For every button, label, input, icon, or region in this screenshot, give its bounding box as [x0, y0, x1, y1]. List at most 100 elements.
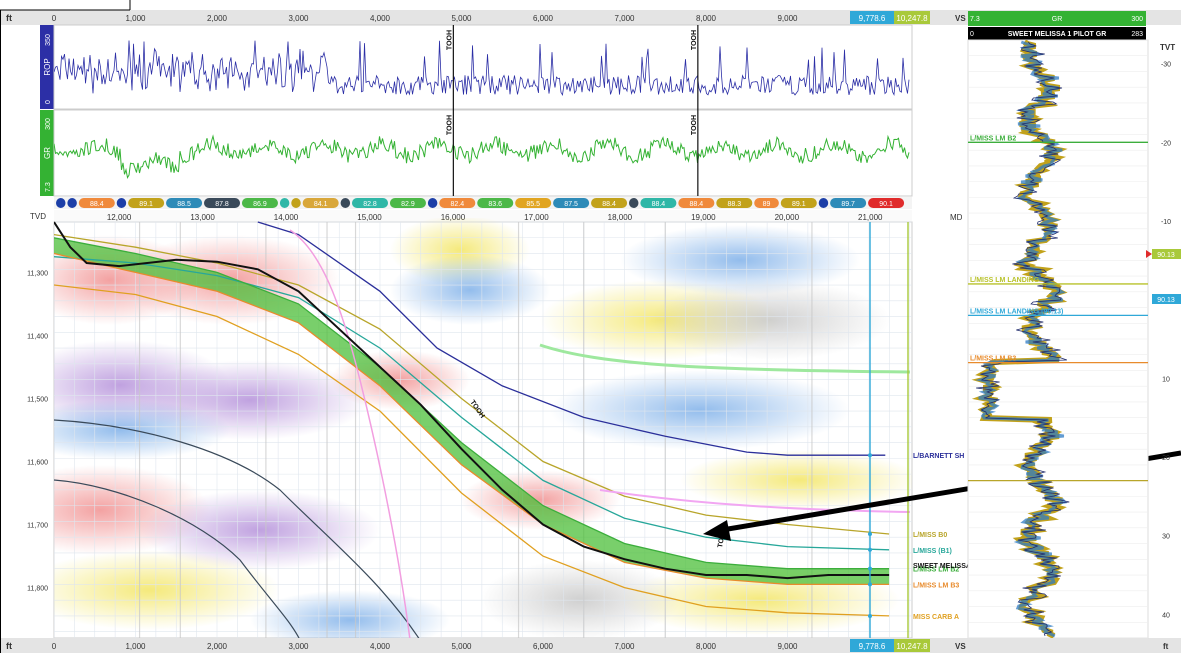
- gr-log-title: GR: [1052, 16, 1063, 23]
- tooh-label: TOOH: [446, 115, 453, 135]
- dip-chips: 88.4 89.1 88.5 87.8 86.9 84.1 82.8 82.9 82.4 83.6…: [56, 198, 905, 208]
- landing-value-blue: 90.13: [1157, 297, 1175, 304]
- landing-pointer-icon: [1146, 250, 1152, 258]
- md-axis-label: MD: [950, 213, 963, 222]
- dip-chip-label: 85.5: [526, 201, 540, 208]
- tvt-tick-label: 20: [1162, 455, 1170, 462]
- md-tick-label: 17,000: [524, 213, 549, 222]
- dip-chip: [780, 198, 817, 208]
- formation-label: MISS CARB A: [913, 614, 959, 621]
- tvd-ticks: 11,300 11,400 11,500 11,600 11,700 11,800: [27, 270, 48, 592]
- formation-line: [54, 284, 890, 617]
- cross-section-content: TOOH TOOH: [54, 218, 912, 638]
- dip-chip: [678, 198, 715, 208]
- formation-line: [54, 237, 890, 570]
- vs-tick-label: 8,000: [696, 14, 717, 23]
- dip-chip: [515, 198, 552, 208]
- dip-chip: [128, 198, 165, 208]
- landing-value-badge-blue: [1152, 294, 1181, 304]
- dip-chip-label: 88.4: [602, 201, 616, 208]
- dip-chip: [67, 198, 77, 208]
- dip-chip: [818, 198, 829, 208]
- tvd-tick-label: 11,300: [27, 270, 48, 277]
- vs-tick-label: 2,000: [207, 14, 228, 23]
- tvd-tick-label: 11,500: [27, 396, 48, 403]
- dip-chip: [427, 198, 438, 208]
- vs-tick-label: 7,000: [614, 14, 635, 23]
- formation-label: L/BARNETT SH: [913, 453, 964, 460]
- bottom-vs-marker-green: [894, 639, 930, 652]
- vs-tick-label: 9,000: [777, 642, 798, 651]
- formation-labels: L/BARNETT SH L/MISS B0 L/MISS (B1) L/MISS L…: [913, 453, 964, 621]
- formation-line: [54, 233, 890, 535]
- md-tick-label: 19,000: [691, 213, 716, 222]
- tvd-axis-label: TVD: [30, 212, 46, 221]
- tvt-tick-label: 30: [1162, 534, 1170, 541]
- bottom-vs-label: VS: [955, 642, 966, 651]
- vs-tick-label: 4,000: [370, 642, 391, 651]
- formation-line: [54, 252, 890, 586]
- vs-tick-label: 0: [52, 14, 57, 23]
- dip-chip: [830, 198, 867, 208]
- dip-chip-label: 88.3: [727, 201, 741, 208]
- gr-track-label: GR: [43, 147, 52, 159]
- dip-chip-label: 88.4: [90, 201, 104, 208]
- md-tick-label: 18,000: [608, 213, 633, 222]
- tvt-tick-label: 40: [1162, 612, 1170, 619]
- vs-tick-label: 0: [52, 642, 57, 651]
- landing-value-green: 90.13: [1157, 252, 1175, 259]
- tooh-markers: TOOH TOOH TOOH TOOH: [446, 25, 699, 196]
- tvt-tick-label: 10: [1162, 376, 1170, 383]
- formation-line: [54, 256, 890, 551]
- dip-chip-label: 87.8: [215, 201, 229, 208]
- top-vs-unit: ft: [6, 13, 12, 23]
- vs-tick-label: 7,000: [614, 642, 635, 651]
- tooh-label: TOOH: [446, 30, 453, 50]
- dip-chip-label: 89.7: [841, 201, 855, 208]
- log-marker-label: L/MISS LM B3: [970, 356, 1016, 363]
- rop-track-label: ROP: [43, 58, 52, 75]
- dip-chip: [754, 198, 779, 208]
- vs-tick-label: 6,000: [533, 14, 554, 23]
- bottom-vs-ticks: 0 1,000 2,000 3,000 4,000 5,000 6,000 7,000 8,00…: [52, 642, 798, 651]
- bottom-vs-marker-blue-label: 9,778.6: [859, 642, 886, 651]
- top-vs-marker-blue-label: 9,778.6: [859, 14, 886, 23]
- gr-track-min: 7.3: [45, 182, 52, 192]
- gr-log-line: [54, 134, 910, 179]
- dip-chip: [591, 198, 628, 208]
- tooh-label: TOOH: [691, 30, 698, 50]
- top-vs-marker-green-label: 10,247.8: [896, 14, 928, 23]
- top-vs-marker-blue: [850, 11, 894, 24]
- dip-chip-label: 82.8: [363, 201, 377, 208]
- top-vs-marker-green: [894, 11, 930, 24]
- md-tick-label: 12,000: [107, 213, 132, 222]
- dip-chip: [477, 198, 514, 208]
- vs-tick-label: 6,000: [533, 642, 554, 651]
- gr-log-color-fill-2: [975, 40, 1068, 638]
- annotation-arrowhead: [703, 520, 731, 541]
- tooh-label: TOOH: [691, 115, 698, 135]
- tvt-ticks: -30 -20 -10 10 20 30 40: [1161, 62, 1171, 620]
- vs-tick-label: 2,000: [207, 642, 228, 651]
- dip-chip: [628, 198, 639, 208]
- rop-log-line: [54, 40, 910, 96]
- dip-chip-label: 82.4: [450, 201, 464, 208]
- bottom-vs-unit: ft: [6, 641, 12, 651]
- gr-log-min: 7.3: [970, 16, 980, 23]
- bottom-vs-axis-strip: [0, 638, 1181, 653]
- dip-chip-label: 90.1: [879, 201, 893, 208]
- vs-tick-label: 1,000: [125, 14, 146, 23]
- bottom-vs-marker-blue: [850, 639, 894, 652]
- tvt-tick-label: -30: [1161, 62, 1171, 69]
- well-path-line: [54, 221, 890, 580]
- dip-chip: [868, 198, 905, 208]
- formation-lines: [54, 221, 890, 618]
- dip-chip-label: 89: [763, 201, 771, 208]
- top-vs-label: VS: [955, 14, 966, 23]
- dip-chip-label: 83.6: [488, 201, 502, 208]
- dip-chip: [241, 198, 278, 208]
- top-vs-ticks: 0 1,000 2,000 3,000 4,000 5,000 6,000 7,000 8,00…: [52, 14, 798, 23]
- rop-track-max: 350: [45, 34, 52, 46]
- vs-tick-label: 5,000: [451, 642, 472, 651]
- dip-chip: [116, 198, 127, 208]
